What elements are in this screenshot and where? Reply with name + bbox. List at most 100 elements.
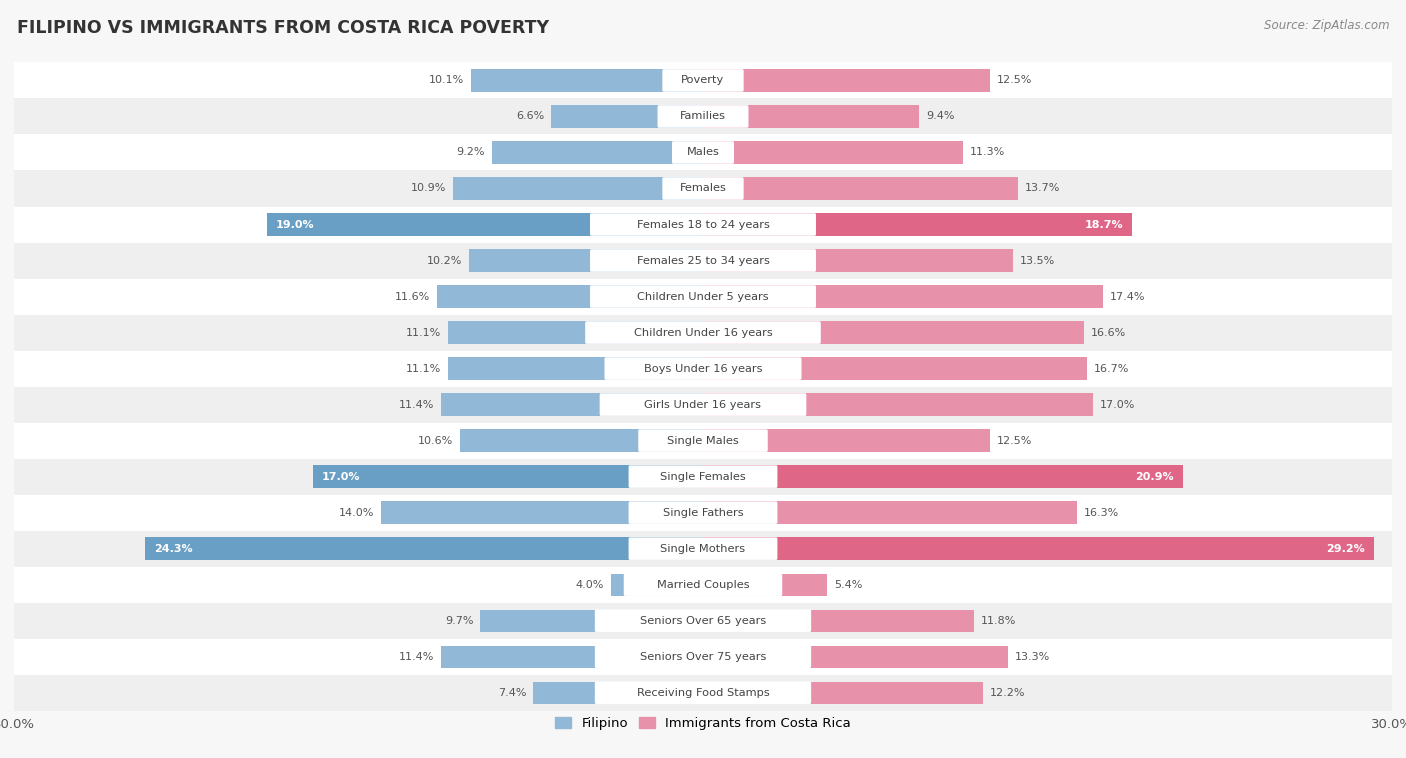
Bar (703, 502, 1077, 524)
Text: 6.6%: 6.6% (516, 111, 544, 121)
Bar (145, 537, 703, 560)
Bar (14, 675, 1392, 711)
Text: 13.7%: 13.7% (1025, 183, 1060, 193)
Text: Males: Males (686, 148, 720, 158)
FancyBboxPatch shape (585, 321, 821, 344)
Bar (14, 423, 1392, 459)
Text: Poverty: Poverty (682, 76, 724, 86)
Text: 14.0%: 14.0% (339, 508, 374, 518)
Text: 10.2%: 10.2% (426, 255, 461, 265)
Text: Single Mothers: Single Mothers (661, 543, 745, 553)
FancyBboxPatch shape (595, 681, 811, 704)
FancyBboxPatch shape (595, 645, 811, 668)
FancyBboxPatch shape (591, 213, 815, 236)
FancyBboxPatch shape (591, 249, 815, 272)
Bar (449, 321, 703, 343)
Bar (441, 646, 703, 668)
Text: 9.2%: 9.2% (457, 148, 485, 158)
Bar (441, 393, 703, 415)
Text: Children Under 5 years: Children Under 5 years (637, 292, 769, 302)
Text: 9.7%: 9.7% (444, 615, 474, 625)
Bar (381, 502, 703, 524)
Bar (14, 134, 1392, 171)
Text: 13.3%: 13.3% (1015, 652, 1050, 662)
Text: Females 25 to 34 years: Females 25 to 34 years (637, 255, 769, 265)
Text: Females 18 to 24 years: Females 18 to 24 years (637, 220, 769, 230)
Text: 5.4%: 5.4% (834, 580, 862, 590)
Legend: Filipino, Immigrants from Costa Rica: Filipino, Immigrants from Costa Rica (550, 712, 856, 735)
Bar (14, 639, 1392, 675)
Bar (703, 681, 983, 704)
Bar (703, 393, 1094, 415)
Text: 20.9%: 20.9% (1135, 471, 1174, 481)
Text: FILIPINO VS IMMIGRANTS FROM COSTA RICA POVERTY: FILIPINO VS IMMIGRANTS FROM COSTA RICA P… (17, 19, 548, 37)
Text: 10.9%: 10.9% (411, 183, 446, 193)
Bar (703, 574, 827, 596)
Text: 17.0%: 17.0% (322, 471, 360, 481)
Text: 11.8%: 11.8% (981, 615, 1017, 625)
Text: 18.7%: 18.7% (1084, 220, 1123, 230)
Text: 7.4%: 7.4% (498, 688, 526, 697)
Text: 10.1%: 10.1% (429, 76, 464, 86)
Bar (468, 249, 703, 271)
Bar (312, 465, 703, 488)
Bar (14, 387, 1392, 423)
Bar (267, 213, 703, 236)
Bar (14, 99, 1392, 134)
Text: 12.2%: 12.2% (990, 688, 1025, 697)
Bar (14, 62, 1392, 99)
Text: Source: ZipAtlas.com: Source: ZipAtlas.com (1264, 19, 1389, 32)
FancyBboxPatch shape (672, 141, 734, 164)
Bar (14, 459, 1392, 495)
Text: Boys Under 16 years: Boys Under 16 years (644, 364, 762, 374)
Text: 12.5%: 12.5% (997, 436, 1032, 446)
Text: 16.6%: 16.6% (1091, 327, 1126, 337)
FancyBboxPatch shape (595, 609, 811, 632)
Text: Married Couples: Married Couples (657, 580, 749, 590)
Bar (14, 567, 1392, 603)
Text: 17.4%: 17.4% (1109, 292, 1144, 302)
Text: 11.4%: 11.4% (399, 399, 434, 409)
Bar (703, 646, 1008, 668)
Bar (703, 213, 1132, 236)
Bar (481, 609, 703, 632)
Text: 16.3%: 16.3% (1084, 508, 1119, 518)
FancyBboxPatch shape (628, 537, 778, 560)
Text: 11.6%: 11.6% (395, 292, 430, 302)
Bar (551, 105, 703, 127)
Text: 24.3%: 24.3% (155, 543, 193, 553)
Bar (14, 278, 1392, 315)
FancyBboxPatch shape (624, 573, 782, 596)
FancyBboxPatch shape (628, 501, 778, 524)
Text: 17.0%: 17.0% (1101, 399, 1136, 409)
Text: 4.0%: 4.0% (576, 580, 605, 590)
Text: 9.4%: 9.4% (925, 111, 955, 121)
Bar (14, 531, 1392, 567)
Bar (703, 465, 1182, 488)
Bar (437, 285, 703, 308)
Bar (703, 430, 990, 452)
Bar (703, 141, 963, 164)
Bar (533, 681, 703, 704)
Text: Seniors Over 75 years: Seniors Over 75 years (640, 652, 766, 662)
Bar (703, 105, 920, 127)
Bar (703, 285, 1102, 308)
Text: 12.5%: 12.5% (997, 76, 1032, 86)
FancyBboxPatch shape (628, 465, 778, 488)
Text: 11.1%: 11.1% (406, 327, 441, 337)
Text: 10.6%: 10.6% (418, 436, 453, 446)
Text: 11.1%: 11.1% (406, 364, 441, 374)
Text: Families: Families (681, 111, 725, 121)
Bar (449, 358, 703, 380)
Bar (14, 171, 1392, 206)
Text: 29.2%: 29.2% (1326, 543, 1364, 553)
FancyBboxPatch shape (658, 105, 748, 128)
Bar (453, 177, 703, 199)
Text: Single Females: Single Females (661, 471, 745, 481)
Bar (492, 141, 703, 164)
Bar (14, 206, 1392, 243)
Text: 19.0%: 19.0% (276, 220, 315, 230)
FancyBboxPatch shape (662, 177, 744, 200)
Bar (703, 69, 990, 92)
Text: Receiving Food Stamps: Receiving Food Stamps (637, 688, 769, 697)
